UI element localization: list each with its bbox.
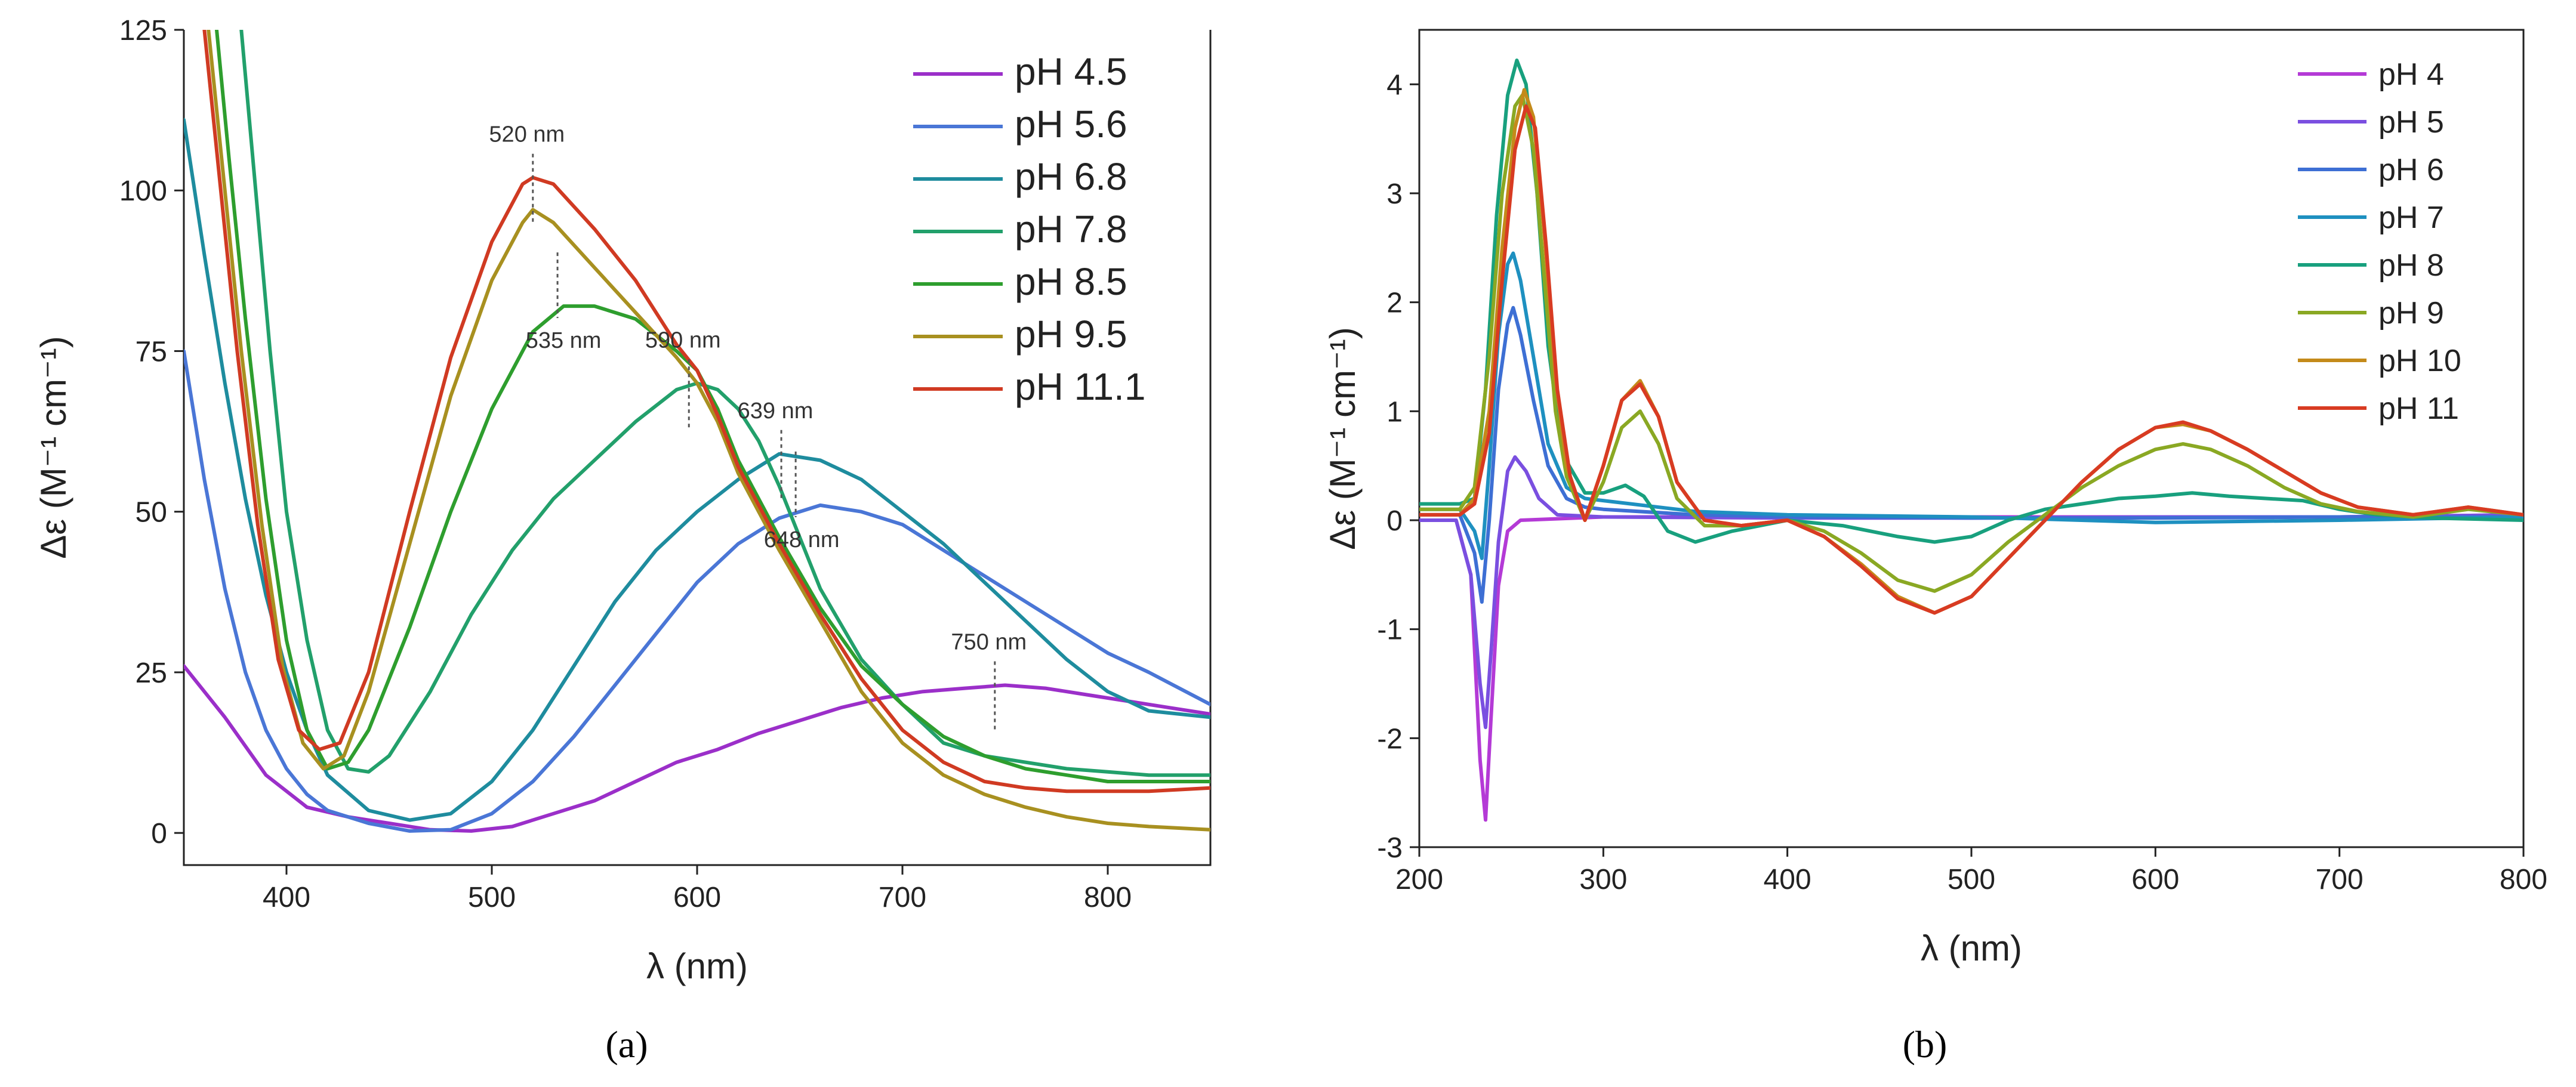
panel-a-series-line-ph-8-5 xyxy=(215,30,1210,783)
panel-a-series xyxy=(184,30,1210,833)
legend-label: pH 5 xyxy=(2378,105,2444,140)
panel-a-series-line-ph-11-1 xyxy=(202,30,1210,793)
legend-label: pH 8.5 xyxy=(1015,260,1127,303)
panel-a-y-tick-label: 125 xyxy=(119,15,167,47)
panel-a-y-tick-label: 25 xyxy=(135,657,167,689)
panel-b-series-line-ph-8 xyxy=(1419,58,2523,544)
annotation-label: 590 nm xyxy=(645,328,721,353)
panel-a-x-tick-label: 400 xyxy=(263,882,310,913)
legend-label: pH 5.6 xyxy=(1015,103,1127,146)
legend-label: pH 11.1 xyxy=(1015,365,1145,408)
legend-label: pH 7 xyxy=(2378,200,2444,235)
panel-b-y-tick-label: -2 xyxy=(1377,723,1403,755)
panel-b-x-tick-label: 400 xyxy=(1764,864,1811,895)
panel-b-x-tick-label: 300 xyxy=(1579,864,1627,895)
panel-a-y-tick-label: 0 xyxy=(151,818,167,850)
panel-a-x-tick-label: 700 xyxy=(879,882,926,913)
panel-b-y-tick-label: 4 xyxy=(1386,69,1403,101)
annotation-label: 520 nm xyxy=(489,122,565,147)
panel-a-series-line-ph-9-5 xyxy=(207,30,1210,832)
legend-label: pH 6 xyxy=(2378,153,2444,187)
panel-b-x-tick-label: 600 xyxy=(2131,864,2179,895)
panel-b-x-tick-label: 700 xyxy=(2316,864,2364,895)
annotation-label: 750 nm xyxy=(951,629,1027,654)
legend-label: pH 11 xyxy=(2378,391,2459,426)
legend-label: pH 9 xyxy=(2378,296,2444,331)
panel-b-axis-frame xyxy=(1418,29,2525,848)
panel-a-caption: (a) xyxy=(605,1023,648,1066)
panel-a-x-tick-label: 800 xyxy=(1084,882,1132,913)
panel-b-y-tick-label: 0 xyxy=(1386,505,1403,537)
panel-b-series-line-ph-7 xyxy=(1419,251,2523,560)
panel-b-ticks: 200 300 400 500 600 700 800 -3 -2 -1 0 1 2 3 4 xyxy=(1377,69,2547,895)
panel-b-y-tick-label: 3 xyxy=(1386,178,1403,210)
panel-b-series-line-ph-11 xyxy=(1419,104,2523,615)
legend-label: pH 4.5 xyxy=(1015,50,1127,93)
panel-b-series-line-ph-6 xyxy=(1419,305,2523,604)
panel-a-x-axis-label: λ (nm) xyxy=(646,946,748,986)
panel-b-x-axis-label: λ (nm) xyxy=(1921,928,2022,968)
panel-b-y-tick-label: -1 xyxy=(1377,614,1403,646)
panel-b-y-tick-label: 1 xyxy=(1386,396,1403,428)
legend-label: pH 9.5 xyxy=(1015,313,1127,356)
panel-b-caption: (b) xyxy=(1903,1023,1948,1066)
panel-a-chart: 400 500 600 700 800 0 25 50 75 100 125 520 nm 535 n… xyxy=(33,15,1212,1066)
panel-a-x-tick-label: 500 xyxy=(468,882,516,913)
panel-a-y-tick-label: 75 xyxy=(135,336,167,368)
panel-b-x-tick-label: 500 xyxy=(1948,864,1995,895)
annotation-label: 639 nm xyxy=(738,399,814,424)
panel-b-series-line-ph-4 xyxy=(1419,512,2523,822)
panel-a-y-axis-label: Δε (M⁻¹ cm⁻¹) xyxy=(33,336,73,558)
panel-a-ticks: 400 500 600 700 800 0 25 50 75 100 125 xyxy=(119,15,1132,913)
annotation-label: 648 nm xyxy=(764,527,840,552)
legend-label: pH 4 xyxy=(2378,57,2444,92)
panel-b-x-tick-label: 200 xyxy=(1395,864,1443,895)
annotation-label: 535 nm xyxy=(526,328,602,353)
panel-b-y-axis-label: Δε (M⁻¹ cm⁻¹) xyxy=(1323,327,1363,549)
legend-label: pH 7.8 xyxy=(1015,208,1127,251)
legend-label: pH 10 xyxy=(2378,344,2461,378)
panel-a-legend: pH 4.5 pH 5.6 pH 6.8 pH 7.8 pH 8.5 pH 9.5 pH 1… xyxy=(913,50,1145,408)
panel-b-y-tick-label: -3 xyxy=(1377,832,1403,864)
panel-b-x-tick-label: 800 xyxy=(2500,864,2547,895)
panel-b-legend: pH 4 pH 5 pH 6 pH 7 pH 8 pH 9 pH 10 pH 11 xyxy=(2298,57,2461,426)
panel-b-series xyxy=(1419,58,2523,822)
legend-label: pH 6.8 xyxy=(1015,155,1127,198)
panel-a-series-line-ph-5-6 xyxy=(184,349,1210,833)
legend-label: pH 8 xyxy=(2378,248,2444,283)
panel-a-y-tick-label: 100 xyxy=(119,175,167,207)
panel-a-annotations: 520 nm 535 nm 590 nm 639 nm 648 nm 750 nm xyxy=(489,122,1027,733)
panel-a-x-tick-label: 600 xyxy=(673,882,721,913)
panel-a-y-tick-label: 50 xyxy=(135,497,167,529)
panel-b-y-tick-label: 2 xyxy=(1386,288,1403,319)
